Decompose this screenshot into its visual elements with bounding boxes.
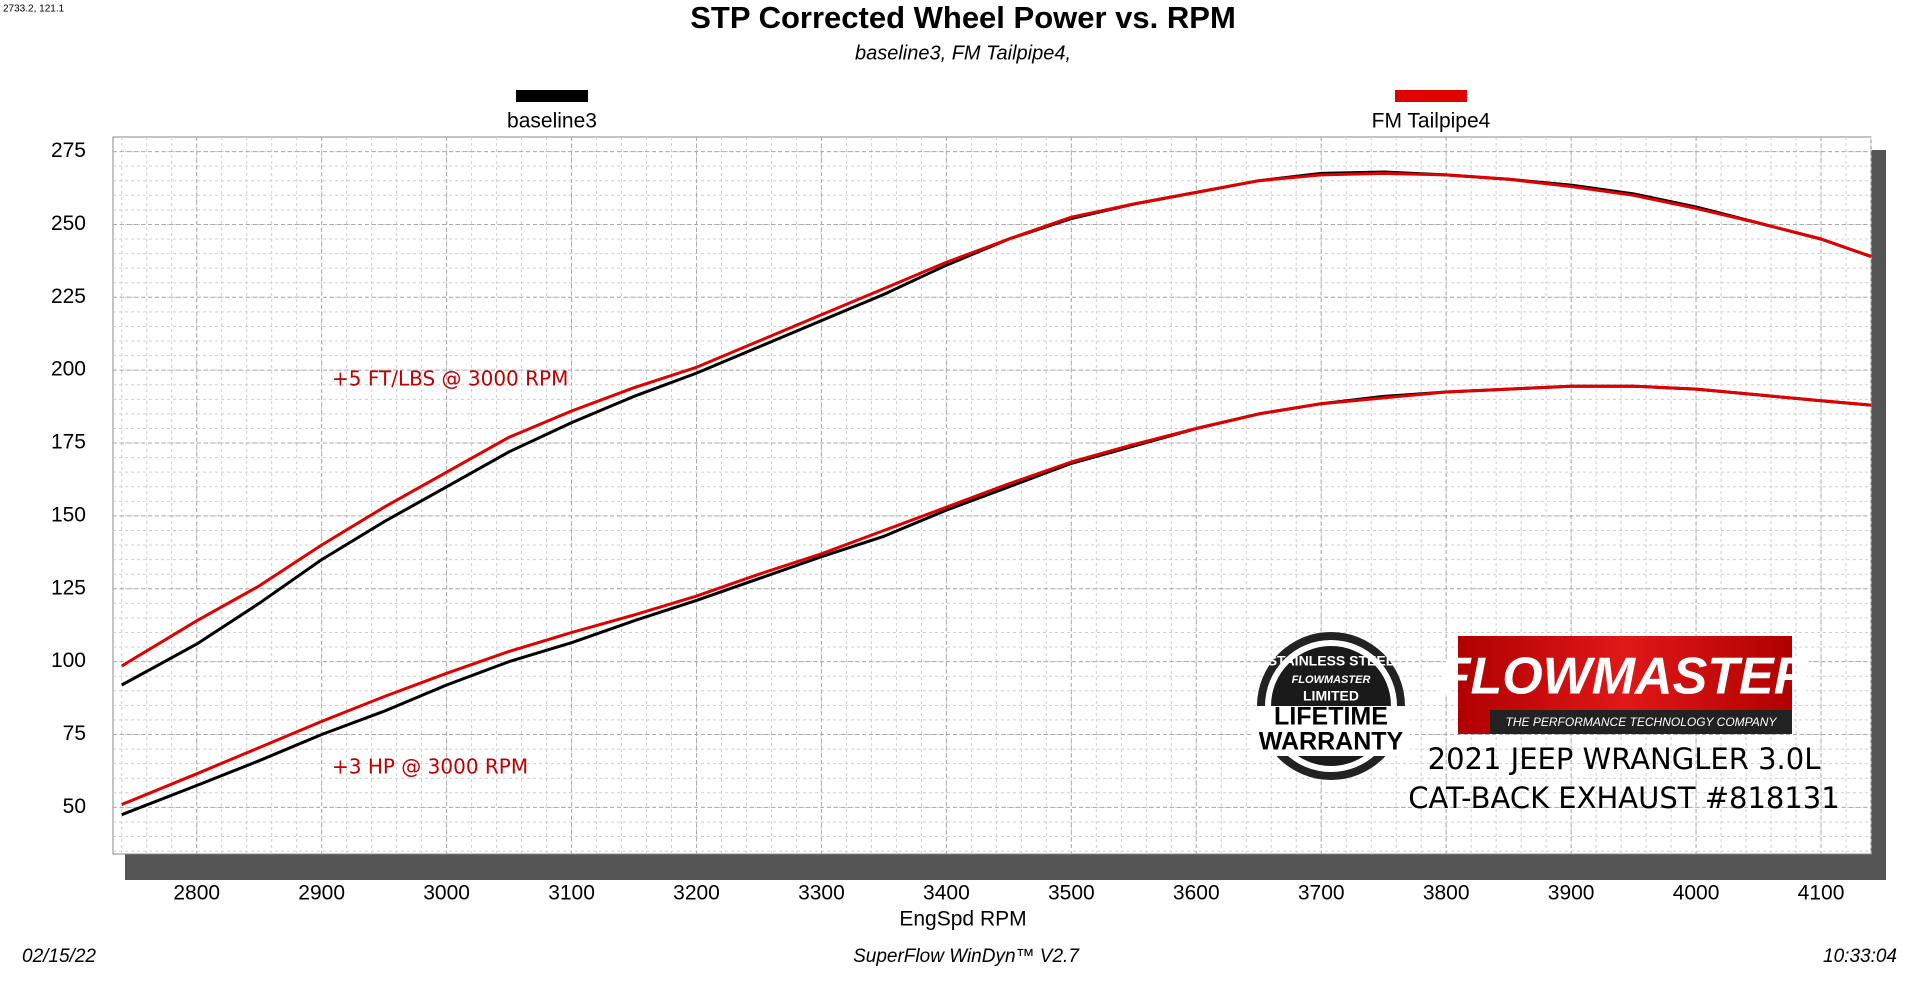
y-tick-label: 275	[51, 139, 86, 162]
y-tick-label: 75	[63, 722, 86, 745]
x-tick-label: 4000	[1673, 882, 1720, 905]
x-tick-label: 3900	[1548, 882, 1595, 905]
x-axis-label: EngSpd RPM	[899, 908, 1026, 931]
y-tick-label: 250	[51, 212, 86, 235]
flowmaster-logo: FLOWMASTER THE PERFORMANCE TECHNOLOGY CO…	[1439, 636, 1812, 734]
legend-swatch	[1395, 90, 1467, 102]
y-tick-label: 150	[51, 503, 86, 526]
caption: 2021 JEEP WRANGLER 3.0L	[1428, 742, 1821, 776]
logo-brand: FLOWMASTER	[1439, 648, 1812, 706]
x-tick-label: 3700	[1298, 882, 1345, 905]
x-tick-label: 2900	[298, 882, 345, 905]
footer-date: 02/15/22	[22, 946, 96, 967]
legend-label: FM Tailpipe4	[1372, 110, 1491, 133]
badge-limited: LIMITED	[1303, 688, 1359, 704]
footer-software: SuperFlow WinDyn™ V2.7	[853, 946, 1080, 967]
cursor-readout: 2733.2, 121.1	[3, 4, 65, 15]
x-tick-label: 3400	[923, 882, 970, 905]
x-tick-label: 3000	[423, 882, 470, 905]
badge-brand: FLOWMASTER	[1292, 674, 1371, 686]
x-tick-label: 3500	[1048, 882, 1095, 905]
chart-subtitle: baseline3, FM Tailpipe4,	[855, 42, 1071, 64]
x-tick-label: 2800	[173, 882, 220, 905]
badge-line: LIFETIME	[1274, 703, 1388, 731]
y-tick-label: 100	[51, 649, 86, 672]
series-line	[120, 171, 1872, 668]
badge-line: WARRANTY	[1259, 728, 1404, 756]
y-tick-label: 50	[63, 795, 86, 818]
y-tick-label: 200	[51, 358, 86, 381]
x-tick-label: 3600	[1173, 882, 1220, 905]
y-tick-label: 125	[51, 576, 86, 599]
annotation: +3 HP @ 3000 RPM	[332, 755, 528, 779]
logo-tagline: THE PERFORMANCE TECHNOLOGY COMPANY	[1506, 715, 1778, 729]
x-tick-label: 3200	[673, 882, 720, 905]
series-line	[121, 384, 1872, 806]
y-tick-label: 225	[51, 285, 86, 308]
badge-arc: STAINLESS STEEL	[1268, 653, 1395, 669]
x-tick-label: 3800	[1423, 882, 1470, 905]
annotation: +5 FT/LBS @ 3000 RPM	[332, 367, 568, 391]
x-tick-label: 3300	[798, 882, 845, 905]
y-tick-label: 175	[51, 431, 86, 454]
footer-time: 10:33:04	[1823, 946, 1897, 967]
caption: CAT-BACK EXHAUST #818131	[1408, 781, 1839, 815]
x-tick-label: 4100	[1798, 882, 1845, 905]
x-tick-label: 3100	[548, 882, 595, 905]
chart-title: STP Corrected Wheel Power vs. RPM	[690, 0, 1236, 35]
legend-swatch	[516, 90, 588, 102]
warranty-badge: STAINLESS STEEL FLOWMASTER LIMITED LIFET…	[1252, 632, 1410, 780]
legend-label: baseline3	[507, 110, 597, 133]
